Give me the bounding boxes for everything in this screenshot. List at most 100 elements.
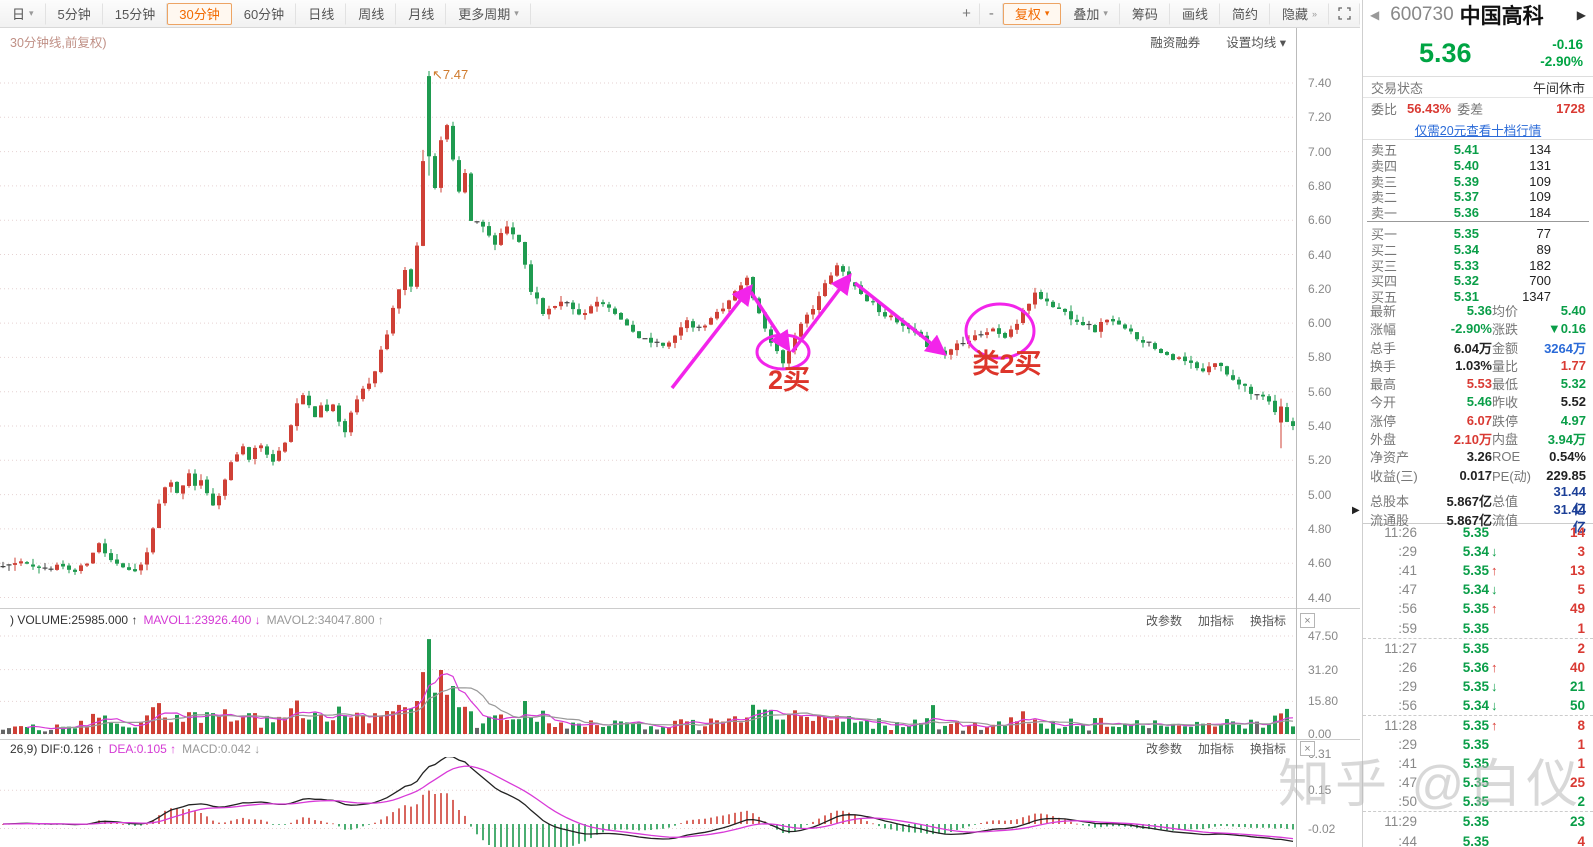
bid-row: 买四 5.32 700 [1371,273,1551,290]
chevron-down-icon: ▾ [1044,8,1050,18]
annotation-arrow [749,291,791,353]
timeframe-5分钟[interactable]: 5分钟 [46,2,103,25]
axis-gutter-divider [1296,28,1297,847]
stat-row: 今开 5.46 昨收 5.52 [1370,394,1586,411]
tool-筹码[interactable]: 筹码 [1120,2,1170,25]
down-arrow-icon: ↓ [1491,697,1498,713]
timeframe-周线[interactable]: 周线 [346,2,397,25]
prev-stock-button[interactable]: ◀ [1370,8,1380,22]
tick-row: :47 5.35 25 [1398,775,1585,791]
tick-row: 11:26 5.35 14 [1384,525,1585,541]
level2-promo-link[interactable]: 仅需20元查看十档行情 [1414,123,1542,138]
tool-叠加[interactable]: 叠加 ▾ [1061,2,1120,25]
stat-row: 涨停 6.07 跌停 4.97 [1370,412,1586,429]
stats-grid: 最新 5.36 均价 5.40 涨幅 -2.90% 涨跌 ▼0.16 总手 6.04万 金额 3264… [1363,301,1593,535]
stat-row: 最高 5.53 最低 5.32 [1370,376,1586,393]
timeframe-更多周期[interactable]: 更多周期 ▾ [446,2,531,25]
tick-row: :50 5.35 2 [1398,794,1585,810]
trade-state-label: 交易状态 [1371,80,1424,96]
timeframe-30分钟[interactable]: 30分钟 [167,2,232,25]
ask-row: 卖二 5.37 109 [1371,189,1551,206]
axis-tick-label: 5.80 [1308,350,1332,365]
tick-row: :59 5.35 1 [1398,620,1585,636]
bid-row: 买二 5.34 89 [1371,241,1551,258]
volume-link-加指标[interactable]: 加指标 [1197,613,1234,628]
stock-header: ◀ 600730 中国高科 ▶ [1363,0,1593,30]
trade-state-row: 交易状态 午间休市 [1363,76,1593,98]
dea-dir-icon: ↑ [170,741,177,756]
weicha-value: 1728 [1556,101,1585,116]
bid-row: 买三 5.33 182 [1371,257,1551,274]
close-volume-pane-icon[interactable]: × [1300,613,1315,628]
stock-name: 中国高科 [1459,5,1544,28]
dea-value: DEA:0.105 [108,741,167,756]
axis-tick-label: 4.80 [1308,521,1332,536]
pane-divider[interactable] [0,608,1360,609]
pane-divider[interactable] [0,739,1360,740]
chevron-down-icon: ▾ [514,8,519,18]
tick-row: 11:29 5.35 23 [1363,811,1593,831]
axis-tick-label: 15.80 [1308,694,1339,709]
panel-collapse-handle[interactable]: ▶ [1352,505,1360,516]
tick-row: :29 5.35 ↓ 21 [1398,678,1585,694]
tool-复权[interactable]: 复权 ▾ [1002,2,1062,25]
timeframe-日[interactable]: 日 ▾ [0,2,46,25]
volume-pane-header: ) VOLUME:25985.000 ↑ MAVOL1:23926.400 ↓ … [10,613,1286,628]
tick-row: :26 5.36 ↑ 40 [1398,659,1585,675]
candlestick-chart[interactable]: ↖7.47 2买 类2买 [0,55,1296,608]
volume-value: VOLUME:25985.000 [17,613,129,627]
axis-tick-label: 6.80 [1308,178,1332,193]
axis-tick-label: 5.40 [1308,419,1332,433]
fullscreen-icon[interactable] [1329,2,1360,25]
tool-zoom-out[interactable]: - [980,2,1003,25]
axis-tick-label: 7.40 [1308,76,1332,90]
up-arrow-icon: ↑ [1491,659,1498,675]
tool-隐藏[interactable]: 隐藏» [1270,2,1329,25]
axis-tick-label: 4.60 [1308,556,1332,571]
ma-settings-link[interactable]: 设置均线 ▾ [1226,35,1286,50]
axis-tick-label: -0.02 [1308,821,1336,836]
annotation-label: 类2买 [972,349,1041,379]
timeframe-60分钟[interactable]: 60分钟 [232,2,297,25]
chevron-down-icon: ▾ [1276,35,1286,50]
timeframe-日线[interactable]: 日线 [296,2,347,25]
volume-link-改参数[interactable]: 改参数 [1145,613,1182,628]
axis-tick-label: 7.20 [1308,110,1332,125]
axis-tick-label: 7.00 [1308,144,1332,159]
tool-zoom-in[interactable]: + [953,2,980,25]
price-change-pct: -2.90% [1540,54,1583,69]
down-arrow-icon: ↓ [1491,582,1498,598]
stat-row: 总手 6.04万 金额 3264万 [1370,340,1586,356]
dif-dir-icon: ↑ [96,741,103,756]
annotation-arrow [670,284,753,390]
up-arrow-icon: ↑ [1491,717,1498,733]
stat-row: 换手 1.03% 量比 1.77 [1370,357,1586,374]
tick-list[interactable]: 11:26 5.35 14:29 5.34 ↓ 3:41 5.35 ↑ 13:47 5.34 ↓ 5:… [1363,523,1593,847]
axis-tick-label: 5.20 [1308,453,1332,468]
axis-tick-label: 6.40 [1308,247,1332,262]
volume-link-换指标[interactable]: 换指标 [1249,613,1286,628]
next-stock-button[interactable]: ▶ [1576,8,1586,22]
close-macd-pane-icon[interactable]: × [1300,741,1315,756]
annotation-label: 2买 [768,365,810,395]
mavol1-dir-icon: ↓ [254,613,261,627]
margin-trading-link[interactable]: 融资融券 [1150,35,1201,50]
promo-row: 仅需20元查看十档行情 [1363,119,1593,140]
tool-简约[interactable]: 简约 [1220,2,1270,25]
mavol2-value: MAVOL2:34047.800 [266,613,375,627]
macd-chart[interactable] [0,757,1296,847]
macd-link-加指标[interactable]: 加指标 [1197,742,1234,756]
price-block: 5.36 -0.16 -2.90% [1363,30,1593,76]
timeframe-15分钟[interactable]: 15分钟 [103,2,168,25]
tick-row: :29 5.34 ↓ 3 [1398,544,1585,560]
axis-tick-label: 0.15 [1308,783,1332,798]
macd-link-换指标[interactable]: 换指标 [1249,742,1286,756]
ask-row: 卖一 5.36 184 [1371,205,1551,222]
timeframe-月线[interactable]: 月线 [396,2,447,25]
volume-dir-icon: ↑ [131,613,138,627]
axis-tick-label: 6.60 [1308,213,1332,228]
macd-link-改参数[interactable]: 改参数 [1145,742,1182,756]
volume-chart[interactable] [0,632,1296,739]
tool-画线[interactable]: 画线 [1170,2,1220,25]
